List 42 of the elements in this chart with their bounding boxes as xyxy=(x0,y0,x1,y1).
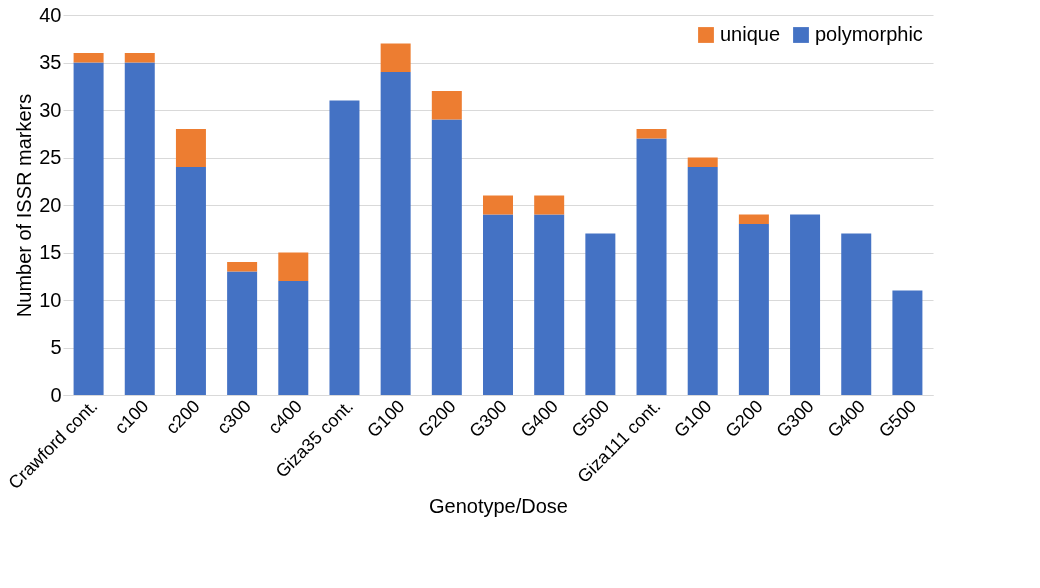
bar xyxy=(124,62,155,395)
bar xyxy=(585,233,616,395)
bar xyxy=(431,119,462,395)
bar xyxy=(73,62,104,395)
bar xyxy=(278,252,309,281)
y-tick-label: 25 xyxy=(39,146,62,168)
bar xyxy=(841,233,872,395)
bar xyxy=(483,195,513,215)
bar xyxy=(636,129,667,139)
legend-label: polymorphic xyxy=(815,23,923,45)
y-axis-title: Number of ISSR markers xyxy=(13,93,36,318)
bar xyxy=(431,91,462,120)
bar xyxy=(227,262,258,272)
bar xyxy=(738,214,769,224)
y-tick-label: 10 xyxy=(39,288,62,311)
bar xyxy=(534,214,565,395)
bar xyxy=(483,214,513,395)
y-tick-label: 30 xyxy=(39,98,62,121)
x-axis-title: Genotype/Dose xyxy=(429,494,568,517)
bar xyxy=(124,53,155,63)
bar xyxy=(329,100,360,395)
bar xyxy=(687,157,718,167)
y-tick-label: 20 xyxy=(39,193,62,216)
bar xyxy=(636,138,667,395)
bar xyxy=(380,72,411,395)
bar xyxy=(738,224,769,395)
y-tick-label: 5 xyxy=(50,336,62,358)
legend-label: unique xyxy=(720,23,781,45)
y-tick-label: 15 xyxy=(39,241,62,263)
bar xyxy=(73,53,104,63)
bar xyxy=(790,214,821,395)
bar xyxy=(175,167,206,395)
bar xyxy=(227,271,258,395)
bar xyxy=(278,281,309,395)
bar xyxy=(534,195,565,215)
y-tick-label: 0 xyxy=(50,383,62,406)
bar xyxy=(892,290,923,395)
bar xyxy=(380,43,411,72)
bar xyxy=(175,129,206,167)
y-tick-label: 35 xyxy=(39,51,62,73)
bar xyxy=(687,167,718,395)
y-tick-label: 40 xyxy=(39,3,62,26)
